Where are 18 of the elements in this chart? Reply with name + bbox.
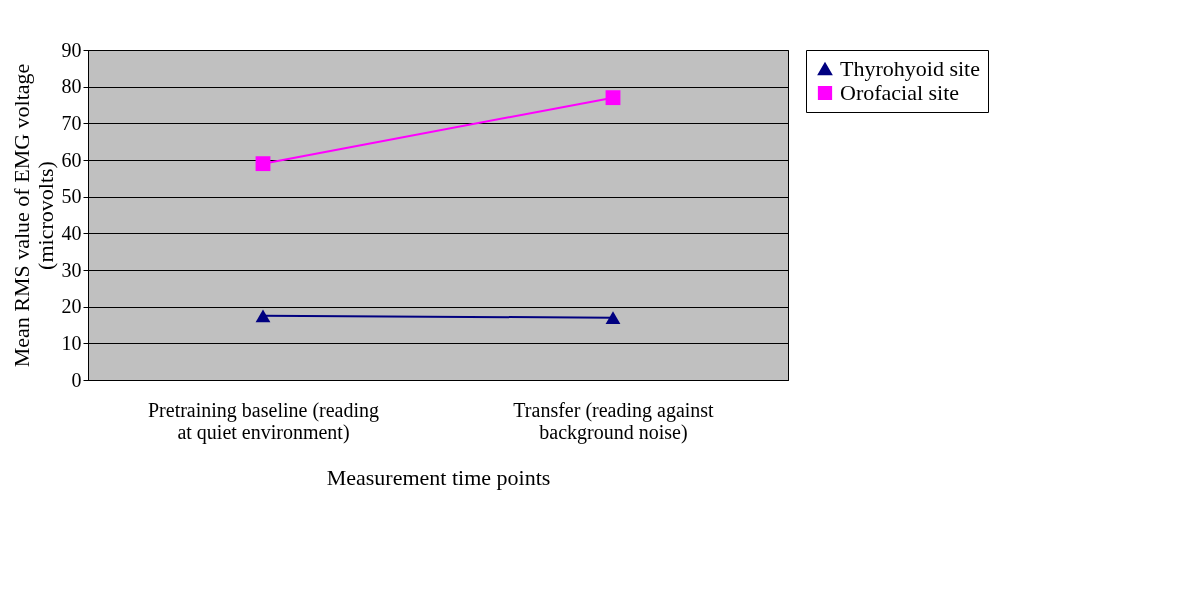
y-tick-label: 80 — [61, 75, 82, 98]
x-axis-title: Measurement time points — [326, 464, 551, 490]
y-tick-label: 30 — [61, 258, 82, 281]
y-tick-label: 60 — [61, 148, 82, 171]
y-tick-label: 70 — [61, 111, 82, 134]
y-tick-label: 50 — [61, 185, 82, 208]
y-tick-label: 40 — [61, 221, 82, 244]
y-tick-label: 10 — [61, 331, 82, 354]
legend-label: Thyrohyoid site — [840, 56, 980, 81]
y-axis-title: Mean RMS value of EMG voltage (microvolts) — [8, 63, 58, 368]
point — [255, 156, 271, 172]
x-tick-label: Transfer (reading against background noise) — [513, 398, 715, 444]
x-tick-label: Pretraining baseline (reading at quiet environment) — [147, 398, 380, 444]
y-tick-label: 90 — [61, 38, 82, 61]
legend-label: Orofacial site — [840, 80, 960, 105]
y-tick-label: 20 — [61, 295, 82, 318]
point — [605, 90, 621, 106]
y-tick-label: 0 — [71, 368, 82, 391]
